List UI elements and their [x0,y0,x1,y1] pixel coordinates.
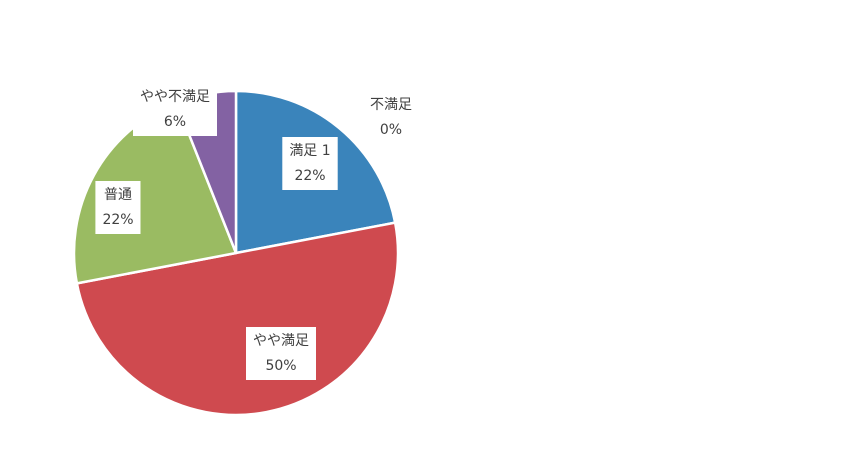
data-label-category-3: やや不満足 [140,89,210,105]
pie-slice-1 [75,221,400,417]
data-label-1: やや満足 50% [246,327,316,380]
data-label-box-2 [95,181,141,234]
pie-slices [72,89,400,417]
data-label-value-0: 22% [294,168,325,184]
data-label-2: 普通 22% [95,181,141,234]
data-label-box-1 [246,327,316,380]
data-label-0: 満足 1 22% [282,137,338,190]
data-label-box-3 [133,83,217,136]
data-label-category-0: 満足 1 [289,143,330,159]
data-label-category-4: 不満足 [370,97,412,113]
data-label-4: 不満足 0% [370,97,412,138]
data-label-category-1: やや満足 [253,333,309,349]
data-label-3: やや不満足 6% [133,83,217,136]
data-label-value-2: 22% [102,212,133,228]
data-label-category-2: 普通 [104,187,132,203]
data-label-value-3: 6% [164,114,186,130]
pie-data-labels: 満足 1 22% やや満足 50% 普通 22% やや不満足 6% 不満足 0% [95,83,412,380]
data-label-box-0 [282,137,338,190]
data-label-value-4: 0% [380,122,402,138]
data-label-value-1: 50% [265,358,296,374]
